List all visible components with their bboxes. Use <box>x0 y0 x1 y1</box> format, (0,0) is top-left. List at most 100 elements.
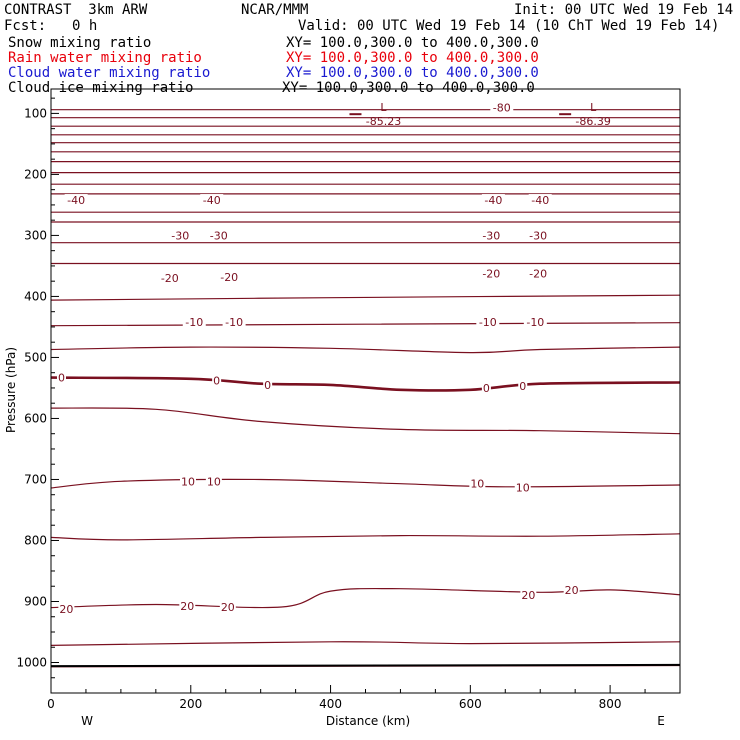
y-tick-label: 300 <box>24 228 47 242</box>
contour-label-bg <box>476 316 500 329</box>
contour-label: -20 <box>161 272 179 285</box>
field-xy-rain: XY= 100.0,300.0 to 400.0,300.0 <box>286 50 539 66</box>
contour-label-bg <box>469 477 486 490</box>
x-tick-label: 800 <box>599 697 622 711</box>
x-tick-label: 600 <box>459 697 482 711</box>
contour-line <box>50 322 681 327</box>
y-tick-label: 500 <box>24 350 47 364</box>
y-tick-label: 800 <box>24 533 47 547</box>
contour-label: -30 <box>482 229 500 242</box>
contour-label: 0 <box>213 375 220 388</box>
y-tick-label: 100 <box>24 106 47 120</box>
contour-label-bg <box>481 194 505 207</box>
contour-label: -10 <box>479 316 497 329</box>
low-marker: L <box>590 101 597 114</box>
contour-label: 20 <box>221 601 235 614</box>
contour-label: -30 <box>171 229 189 242</box>
contour-label: 10 <box>181 475 195 488</box>
contour-label-bg <box>563 583 580 596</box>
contour-label: 0 <box>58 372 65 385</box>
contour-label: -20 <box>482 267 500 280</box>
valid-time: Valid: 00 UTC Wed 19 Feb 14 (10 ChT Wed … <box>298 18 720 34</box>
contour-line <box>50 587 681 609</box>
contour-label: 0 <box>264 379 271 392</box>
field-xy-cloud-water: XY= 100.0,300.0 to 400.0,300.0 <box>286 65 539 81</box>
contour-label-bg <box>205 475 222 488</box>
y-tick-label: 1000 <box>16 655 47 669</box>
y-tick-label: 400 <box>24 289 47 303</box>
contour-label: -40 <box>203 194 221 207</box>
contour-label-bg <box>520 588 537 601</box>
x-tick-label: 0 <box>47 697 55 711</box>
y-axis-title: Pressure (hPa) <box>4 347 18 433</box>
contour-layer: -80 -40 -40 -40 -40 -30 -30 -30 -30 -20 -20 -20 -20 -… <box>50 101 681 668</box>
y-tick-label: 200 <box>24 167 47 181</box>
field-name-snow: Snow mixing ratio <box>8 35 152 51</box>
contour-line <box>50 533 681 541</box>
contour-label-bg <box>219 600 236 613</box>
contour-label-bg <box>514 481 531 494</box>
contour-label: -30 <box>210 229 228 242</box>
ground-line <box>50 663 681 668</box>
contour-label: 10 <box>516 481 530 494</box>
x-axis-title: Distance (km) <box>326 714 410 728</box>
contour-line <box>50 376 681 392</box>
contour-line <box>50 478 681 489</box>
contour-label: -10 <box>185 316 203 329</box>
y-tick-label: 700 <box>24 472 47 486</box>
contour-label: -20 <box>529 267 547 280</box>
contour-label-bg <box>58 602 75 615</box>
x-tick-label: 400 <box>319 697 342 711</box>
axis-layer: 0 200 400 600 800100200300400500600700800900… <box>16 88 681 711</box>
contour-label: 20 <box>521 589 535 602</box>
contour-label-bg <box>479 229 503 242</box>
contour-label: -10 <box>526 316 544 329</box>
low-marker: L <box>380 101 387 114</box>
forecast-label: Fcst: <box>4 18 47 34</box>
contour-label-bg <box>263 378 273 391</box>
contour-label: -30 <box>529 229 547 242</box>
contour-label: 10 <box>470 478 484 491</box>
plot-frame <box>50 88 681 694</box>
contour-label: 0 <box>519 380 526 393</box>
field-name-cloud-ice: Cloud ice mixing ratio <box>8 80 194 96</box>
y-tick-label: 900 <box>24 594 47 608</box>
contour-label: 20 <box>565 584 579 597</box>
contour-label: 10 <box>207 475 221 488</box>
field-name-rain: Rain water mixing ratio <box>8 50 202 66</box>
low-value: -85.23 <box>366 115 401 128</box>
contour-label-bg <box>222 316 246 329</box>
contour-line <box>50 407 681 435</box>
contour-label-bg <box>168 229 192 242</box>
organization-label: NCAR/MMM <box>241 2 309 18</box>
contour-label: 0 <box>483 382 490 395</box>
contour-label: -80 <box>493 101 511 114</box>
contour-label: -10 <box>225 316 243 329</box>
contour-label-bg <box>523 316 547 329</box>
contour-label-bg <box>158 272 182 285</box>
contour-label-bg <box>518 380 528 393</box>
contour-label: 20 <box>180 600 194 613</box>
field-xy-cloud-ice: XY= 100.0,300.0 to 400.0,300.0 <box>282 80 535 96</box>
contour-label-bg <box>179 475 196 488</box>
contour-line <box>50 294 681 301</box>
field-xy-snow: XY= 100.0,300.0 to 400.0,300.0 <box>286 35 539 51</box>
contour-label: -40 <box>67 194 85 207</box>
contour-label-bg <box>212 374 222 387</box>
contour-label-bg <box>526 267 550 280</box>
contour-label-bg <box>479 267 503 280</box>
contour-label: 20 <box>59 603 73 616</box>
west-label: W <box>81 714 93 728</box>
forecast-hour: 0 h <box>72 18 98 34</box>
contour-label-bg <box>182 316 206 329</box>
contour-label-bg <box>526 229 550 242</box>
contour-label-bg <box>490 101 514 114</box>
contour-label-bg <box>179 599 196 612</box>
contour-label-bg <box>481 381 491 394</box>
y-tick-label: 600 <box>24 411 47 425</box>
contour-label-bg <box>528 194 552 207</box>
init-time: Init: 00 UTC Wed 19 Feb 14 <box>514 2 734 18</box>
contour-label: -20 <box>220 271 238 284</box>
contour-label-bg <box>56 371 66 384</box>
contour-line <box>50 641 681 646</box>
